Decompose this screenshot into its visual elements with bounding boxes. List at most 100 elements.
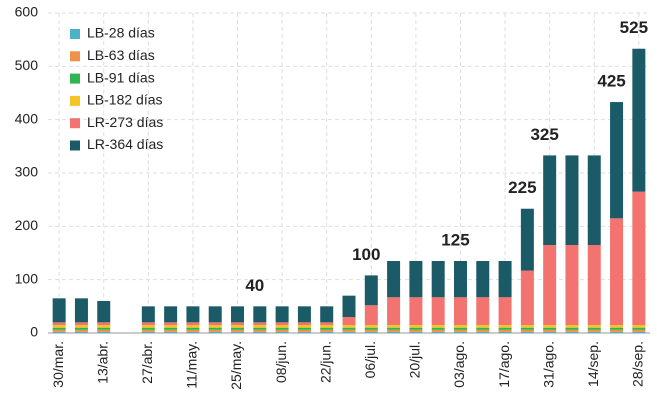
bar-segment bbox=[275, 306, 289, 323]
bar-segment bbox=[431, 325, 445, 328]
bar-segment bbox=[320, 325, 334, 328]
bar-segment bbox=[409, 331, 423, 333]
x-tick-label: 27/abr. bbox=[139, 341, 155, 384]
bar-segment bbox=[453, 327, 467, 330]
legend-swatch bbox=[70, 95, 80, 106]
bar-segment bbox=[565, 329, 579, 332]
bar-segment bbox=[141, 327, 155, 330]
bar-segment bbox=[409, 329, 423, 332]
bar-segment bbox=[253, 325, 267, 328]
bar-segment bbox=[364, 275, 378, 306]
bar-segment bbox=[632, 48, 646, 192]
bar-segment bbox=[186, 322, 200, 325]
bar-segment bbox=[52, 325, 66, 328]
bar-segment bbox=[409, 327, 423, 330]
bar-segment bbox=[297, 322, 311, 325]
bar-segment bbox=[164, 331, 178, 333]
bar-segment bbox=[297, 329, 311, 332]
legend-label: LB-63 días bbox=[87, 47, 155, 63]
bar-segment bbox=[275, 322, 289, 325]
bar-segment bbox=[364, 327, 378, 330]
bar-segment bbox=[342, 327, 356, 330]
bar-segment bbox=[610, 102, 624, 219]
x-tick-label: 14/sep. bbox=[585, 341, 601, 387]
bar-segment bbox=[543, 331, 557, 333]
bar-segment bbox=[141, 325, 155, 328]
bar-segment bbox=[253, 306, 267, 323]
bar-segment bbox=[498, 297, 512, 325]
bar-segment bbox=[97, 301, 111, 323]
bar-segment bbox=[275, 331, 289, 333]
y-tick-label: 500 bbox=[15, 57, 39, 73]
bar-segment bbox=[453, 329, 467, 332]
legend-label: LR-364 días bbox=[87, 136, 163, 152]
bar-segment bbox=[275, 325, 289, 328]
bar-segment bbox=[342, 329, 356, 332]
y-tick-label: 200 bbox=[15, 217, 39, 233]
y-tick-label: 0 bbox=[30, 324, 38, 340]
bar-segment bbox=[610, 325, 624, 328]
bar-segment bbox=[587, 245, 601, 325]
bar-segment bbox=[186, 331, 200, 333]
bar-segment bbox=[231, 325, 245, 328]
bar-segment bbox=[186, 325, 200, 328]
bar-segment bbox=[632, 325, 646, 328]
bar-segment bbox=[632, 327, 646, 330]
bar-segment bbox=[164, 306, 178, 323]
bar-segment bbox=[97, 327, 111, 330]
bar-segment bbox=[253, 331, 267, 333]
x-tick-label: 06/jul. bbox=[362, 341, 378, 378]
bar-segment bbox=[342, 295, 356, 317]
bar-segment bbox=[543, 245, 557, 325]
bar-segment bbox=[253, 322, 267, 325]
bar-segment bbox=[74, 325, 88, 328]
x-tick-label: 20/jul. bbox=[407, 341, 423, 378]
bar-segment bbox=[164, 325, 178, 328]
annotation: 225 bbox=[508, 178, 536, 197]
bar-segment bbox=[520, 327, 534, 330]
annotation: 425 bbox=[597, 72, 625, 91]
x-tick-label: 25/may. bbox=[228, 341, 244, 390]
bar-segment bbox=[409, 325, 423, 328]
bar-segment bbox=[587, 155, 601, 245]
bar-segment bbox=[164, 327, 178, 330]
bar-segment bbox=[231, 329, 245, 332]
x-tick-label: 22/jun. bbox=[317, 341, 333, 383]
bar-segment bbox=[342, 331, 356, 333]
annotation: 325 bbox=[530, 125, 558, 144]
bar-segment bbox=[476, 297, 490, 325]
legend-label: LR-273 días bbox=[87, 114, 163, 130]
bar-segment bbox=[453, 261, 467, 298]
bar-segment bbox=[476, 327, 490, 330]
bar-segment bbox=[186, 327, 200, 330]
bar-segment bbox=[231, 306, 245, 323]
bar-segment bbox=[297, 325, 311, 328]
bar-segment bbox=[74, 298, 88, 323]
bar-segment bbox=[164, 329, 178, 332]
bar-segment bbox=[97, 329, 111, 332]
legend-label: LB-182 días bbox=[87, 92, 163, 108]
bar-segment bbox=[297, 306, 311, 323]
legend-label: LB-28 días bbox=[87, 25, 155, 41]
bar-segment bbox=[208, 327, 222, 330]
legend-swatch bbox=[70, 29, 80, 39]
bar-segment bbox=[520, 329, 534, 332]
bar-segment bbox=[587, 329, 601, 332]
bar-segment bbox=[297, 327, 311, 330]
bar-segment bbox=[208, 306, 222, 323]
y-tick-label: 100 bbox=[15, 270, 39, 286]
bar-segment bbox=[498, 331, 512, 333]
bar-segment bbox=[476, 329, 490, 332]
bar-segment bbox=[587, 325, 601, 328]
bar-segment bbox=[364, 331, 378, 333]
legend-swatch bbox=[70, 140, 80, 151]
bar-segment bbox=[587, 327, 601, 330]
bar-segment bbox=[186, 329, 200, 332]
bar-segment bbox=[543, 329, 557, 332]
bar-segment bbox=[431, 327, 445, 330]
bar-segment bbox=[52, 327, 66, 330]
x-tick-label: 13/abr. bbox=[94, 341, 110, 384]
bar-segment bbox=[141, 331, 155, 333]
x-tick-label: 28/sep. bbox=[630, 341, 646, 387]
bar-segment bbox=[498, 329, 512, 332]
